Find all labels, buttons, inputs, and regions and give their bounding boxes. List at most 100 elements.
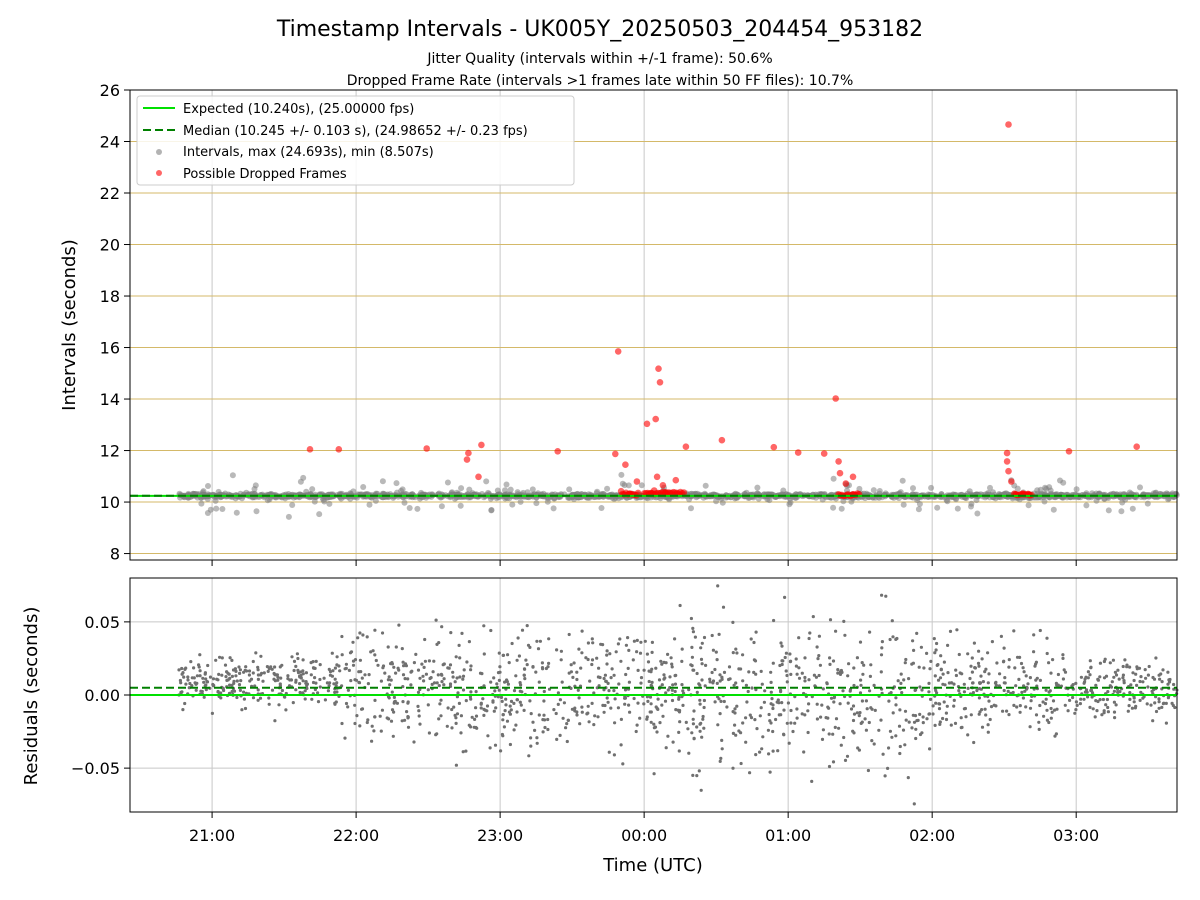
residual-point (977, 712, 981, 716)
residual-point (649, 670, 653, 674)
residual-point (660, 703, 664, 707)
residual-point (261, 679, 265, 683)
dropped-frame-point (842, 480, 850, 487)
residual-point (1121, 664, 1125, 669)
interval-point (483, 478, 490, 485)
residual-point (983, 670, 987, 674)
residual-point (769, 690, 773, 694)
residual-point (240, 708, 244, 712)
residual-point (936, 663, 940, 667)
residual-point (515, 658, 519, 662)
residual-point (1134, 704, 1138, 709)
residual-point (670, 665, 674, 669)
interval-point (1144, 500, 1151, 507)
residual-point (510, 641, 514, 646)
residual-point (912, 802, 916, 806)
residual-point (847, 662, 851, 666)
interval-point (529, 486, 536, 493)
residual-point (1157, 697, 1161, 701)
residual-point (858, 640, 863, 644)
residual-point (580, 710, 584, 714)
interval-point (899, 477, 906, 484)
residual-point (1109, 685, 1114, 689)
residual-point (678, 720, 682, 724)
residual-point (266, 669, 270, 674)
residual-point (754, 630, 758, 634)
residual-point (602, 676, 606, 681)
dropped-frame-point (832, 395, 839, 402)
residual-point (602, 710, 606, 714)
residual-point (933, 651, 937, 655)
residual-point (886, 766, 890, 771)
residual-point (666, 652, 670, 657)
residual-point (449, 631, 453, 635)
residual-point (523, 677, 527, 681)
residual-point (931, 712, 935, 716)
residual-point (304, 680, 308, 684)
residual-point (503, 680, 507, 684)
residual-point (771, 703, 775, 707)
residual-point (442, 683, 446, 687)
residual-point (879, 653, 884, 657)
residual-point (529, 712, 533, 716)
interval-point (787, 499, 794, 506)
residual-point (797, 666, 801, 670)
residual-point (180, 690, 184, 694)
residual-point (233, 667, 237, 671)
residual-point (639, 676, 644, 680)
residual-point (697, 769, 701, 773)
residual-point (800, 712, 804, 716)
residual-point (393, 699, 397, 703)
residual-point (692, 737, 696, 741)
intervals-y-tick-label: 18 (100, 287, 120, 306)
residual-point (420, 662, 424, 666)
residual-point (662, 673, 666, 677)
residual-point (648, 695, 653, 699)
residual-point (454, 655, 458, 659)
residual-point (535, 741, 539, 745)
dropped-frame-rate-subtitle: Dropped Frame Rate (intervals >1 frames … (347, 73, 854, 89)
residual-point (776, 749, 780, 753)
residual-point (831, 760, 836, 764)
residual-point (482, 707, 486, 712)
residual-point (436, 673, 440, 677)
residual-point (635, 638, 639, 643)
residual-point (580, 629, 584, 633)
residual-point (519, 703, 523, 707)
residual-point (750, 686, 754, 690)
residual-point (1093, 715, 1097, 719)
residual-point (978, 681, 982, 685)
residual-point (438, 702, 442, 706)
residual-point (180, 672, 184, 676)
residual-point (439, 672, 443, 677)
legend-median-label: Median (10.245 +/- 0.103 s), (24.98652 +… (183, 124, 528, 139)
dropped-frame-point (423, 445, 431, 452)
residual-point (1045, 718, 1049, 722)
residual-point (811, 615, 815, 619)
residual-point (578, 722, 582, 726)
residual-point (987, 699, 991, 703)
residuals-y-axis-label: Residuals (seconds) (21, 607, 42, 786)
residual-point (761, 735, 765, 739)
residual-point (365, 720, 369, 725)
residual-point (865, 707, 869, 711)
residual-point (671, 683, 675, 687)
residual-point (183, 701, 187, 706)
residual-point (379, 679, 383, 683)
residual-point (387, 717, 391, 721)
residual-point (499, 749, 503, 753)
residual-point (1043, 702, 1048, 706)
residual-point (744, 740, 748, 744)
residual-point (898, 751, 902, 756)
residual-point (713, 700, 717, 704)
residual-point (276, 678, 280, 682)
residual-point (577, 696, 581, 700)
residual-point (238, 688, 242, 693)
interval-point (900, 501, 907, 508)
residual-point (771, 661, 775, 665)
residual-point (1061, 677, 1065, 681)
residual-point (700, 735, 704, 739)
residual-point (461, 688, 466, 692)
residual-point (992, 703, 996, 707)
residual-point (891, 635, 895, 639)
